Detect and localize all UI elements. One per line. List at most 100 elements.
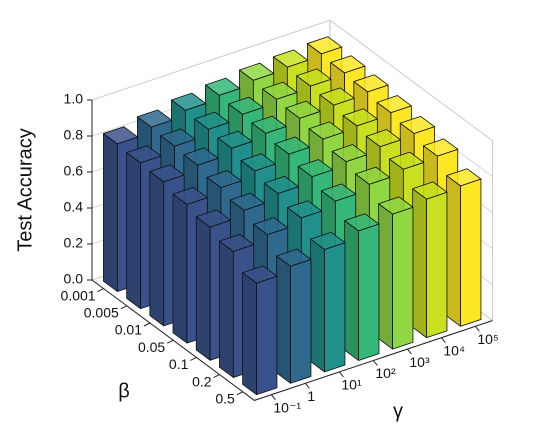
y-tick: [143, 322, 151, 327]
bar-top: [253, 217, 289, 236]
bar-top: [206, 170, 242, 189]
bar-side: [412, 188, 427, 339]
bar-top: [205, 77, 241, 96]
bar-top: [262, 81, 298, 100]
y-tick-label: 0.1: [169, 356, 189, 372]
bar-top: [217, 130, 253, 149]
bar-top: [172, 186, 208, 205]
bar-top: [287, 200, 323, 219]
bar-side: [276, 255, 291, 384]
bar-top: [378, 196, 414, 215]
x-axis-title: γ: [393, 400, 403, 422]
bar-side: [310, 238, 325, 373]
bar-side: [219, 240, 234, 378]
y-tick-label: 0.5: [215, 391, 235, 407]
y-tick: [236, 391, 244, 396]
bar-top: [263, 175, 299, 194]
bar-top: [228, 96, 264, 115]
bar-top: [319, 87, 355, 106]
bar-top: [195, 209, 231, 228]
y-tick: [190, 356, 197, 361]
x-tick: [305, 382, 310, 389]
bar-top: [251, 115, 287, 134]
x-tick-label: 10⁵: [477, 331, 498, 347]
x-tick-label: 10⁴: [443, 342, 465, 358]
y-tick: [166, 339, 174, 344]
bar-top: [355, 166, 391, 185]
y-tick-label: 0.05: [138, 339, 165, 355]
z-tick-label: 1.0: [64, 91, 84, 107]
bar-top: [160, 128, 196, 147]
z-tick-label: 0.6: [64, 163, 84, 179]
x-tick: [407, 348, 412, 355]
z-tick-label: 0.8: [64, 127, 84, 143]
bar-top: [321, 183, 357, 202]
z-axis-title: Test Accuracy: [14, 128, 36, 251]
bar-side: [126, 152, 141, 310]
bar-top: [353, 74, 389, 93]
y-tick-label: 0.2: [192, 373, 212, 389]
bar-top: [149, 164, 185, 183]
bar-side: [149, 171, 165, 327]
bar-top: [137, 109, 173, 128]
bar-top: [331, 144, 367, 163]
x-tick-label: 10¹: [341, 377, 362, 393]
bar-front: [392, 206, 414, 350]
bar-top: [297, 159, 333, 178]
x-tick-label: 10²: [375, 365, 396, 381]
x-tick-label: 1: [307, 388, 315, 404]
bar-top: [376, 95, 412, 114]
bar-top: [330, 55, 366, 74]
bar-side: [172, 193, 188, 344]
bar-top: [126, 145, 162, 164]
y-tick-label: 0.001: [61, 287, 96, 303]
bar-side: [378, 203, 393, 350]
bar-side: [103, 133, 118, 292]
bar-top: [399, 115, 435, 134]
bar-front: [426, 191, 448, 339]
bar-top: [183, 147, 219, 166]
bar-front: [290, 259, 312, 384]
bar-top: [446, 168, 482, 187]
bar-top: [219, 233, 255, 252]
bar-side: [344, 220, 359, 361]
bar-top: [423, 138, 459, 157]
bar-top: [239, 62, 275, 81]
z-tick-label: 0.0: [64, 271, 84, 287]
bar-top: [296, 68, 332, 87]
bar-top: [273, 49, 309, 68]
y-tick: [97, 288, 104, 293]
bar-side: [195, 216, 211, 361]
bar-top: [171, 92, 207, 111]
floor-axes: [91, 279, 493, 401]
x-tick: [339, 371, 344, 378]
y-tick-label: 0.005: [84, 305, 119, 321]
bar-top: [285, 100, 321, 119]
bar-top: [412, 181, 448, 200]
bar-top: [103, 126, 139, 145]
bar-top: [274, 136, 310, 155]
bar-top: [240, 153, 276, 172]
bar-top: [342, 108, 378, 127]
bar-top: [389, 151, 425, 170]
bar-top: [276, 248, 312, 267]
x-tick: [441, 337, 446, 344]
y-tick: [213, 374, 220, 379]
bar-top: [229, 192, 265, 211]
bar-side: [446, 175, 461, 327]
bar-top: [194, 111, 230, 130]
bar-front: [358, 223, 380, 361]
bar-top: [308, 121, 344, 140]
x-tick: [271, 394, 276, 401]
y-axis-title: β: [118, 380, 130, 402]
y-tick: [120, 305, 128, 310]
x-tick-label: 10⁻¹: [273, 399, 301, 415]
bar-top: [365, 129, 401, 148]
z-tick-label: 0.2: [64, 235, 84, 251]
bar-top: [307, 36, 343, 55]
bar-front: [324, 242, 346, 373]
bar-front: [460, 178, 482, 327]
x-tick: [373, 360, 378, 366]
bar-top: [310, 231, 346, 250]
